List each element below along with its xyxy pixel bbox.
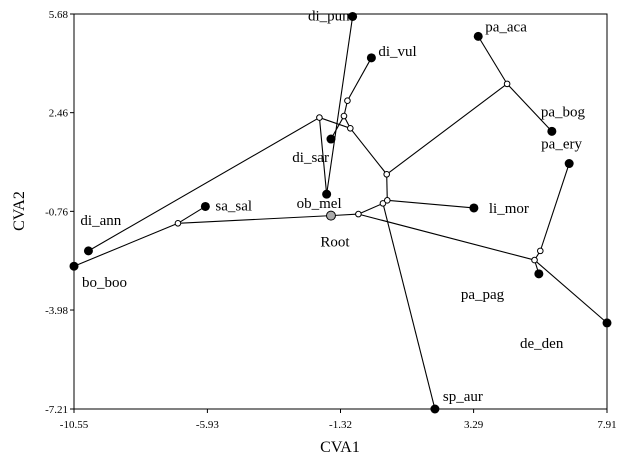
tree-edge xyxy=(318,117,328,195)
internal-nodes xyxy=(174,80,544,264)
tip-point xyxy=(430,404,440,414)
tip-label: di_ann xyxy=(80,213,121,229)
tree-edge xyxy=(382,203,436,410)
tree-edge xyxy=(358,213,535,261)
tip-point xyxy=(322,189,332,199)
tip-label: di_vul xyxy=(378,44,416,60)
tip-point xyxy=(366,53,376,63)
tip-label: ob_mel xyxy=(297,196,342,212)
tip-point xyxy=(469,203,479,213)
tree-edge xyxy=(386,83,508,175)
tip-label: pa_bog xyxy=(541,104,586,120)
tree-edge xyxy=(349,127,388,175)
tip-point xyxy=(200,201,210,211)
internal-node xyxy=(344,97,351,105)
tree-edge xyxy=(73,222,179,267)
tip-label: sa_sal xyxy=(215,198,252,214)
y-tick-label: -0.76 xyxy=(45,206,68,218)
tip-points xyxy=(69,11,612,414)
tree-edge xyxy=(477,36,508,85)
y-tick-label: 2.46 xyxy=(49,108,69,120)
internal-node xyxy=(379,200,387,207)
tree-edge xyxy=(326,16,354,195)
tip-point xyxy=(602,318,612,328)
tree-edge xyxy=(346,57,372,101)
internal-node xyxy=(383,197,391,204)
tree-edge xyxy=(88,117,320,252)
internal-node xyxy=(537,247,544,255)
internal-node xyxy=(340,112,348,120)
tip-point xyxy=(83,246,93,256)
internal-node xyxy=(347,125,354,132)
tip-point xyxy=(534,269,544,279)
x-tick-label: -1.32 xyxy=(329,419,352,431)
plot-frame xyxy=(73,13,608,410)
tip-point xyxy=(473,31,483,41)
tree-edge xyxy=(506,83,553,132)
root-node xyxy=(325,210,336,221)
tip-label: pa_aca xyxy=(485,19,527,35)
tip-point xyxy=(348,11,358,21)
y-tick-label: 5.68 xyxy=(49,9,69,21)
tree-edge xyxy=(534,259,608,324)
tree-edge xyxy=(539,163,570,252)
tree-edge xyxy=(358,202,384,215)
x-tick-label: -10.55 xyxy=(60,419,89,431)
x-axis-title: CVA1 xyxy=(320,439,360,456)
internal-node xyxy=(383,170,390,178)
tree-edge xyxy=(319,117,351,129)
tree-edge xyxy=(387,199,474,209)
tip-point xyxy=(326,134,336,144)
tree-edge xyxy=(177,205,206,224)
tip-point xyxy=(69,261,79,271)
y-tick-label: -7.21 xyxy=(45,404,68,416)
tip-label: de_den xyxy=(520,336,564,352)
x-tick-label: -5.93 xyxy=(196,419,219,431)
tip-point xyxy=(564,159,574,169)
internal-node xyxy=(531,256,538,264)
internal-node xyxy=(316,114,323,121)
x-tick-label: 3.29 xyxy=(464,419,484,431)
tip-label: pa_ery xyxy=(541,137,582,153)
tree-edge xyxy=(386,174,388,201)
tip-labels: di_pun di_vul di_sar ob_mel sa_sal di_ann bo_b… xyxy=(80,8,585,405)
y-axis-title: CVA2 xyxy=(11,191,28,231)
tree-edge xyxy=(177,215,331,224)
axis-ticks: -10.55 -5.93 -1.32 3.29 7.91 -7.21 -3.98 -0.76 2… xyxy=(45,9,617,431)
tip-label: pa_pag xyxy=(461,287,505,303)
root-label: Root xyxy=(320,235,350,251)
tip-label: sp_aur xyxy=(443,389,483,405)
tip-point xyxy=(547,126,557,136)
x-tick-label: 7.91 xyxy=(597,419,616,431)
internal-node xyxy=(355,210,362,218)
internal-node xyxy=(503,80,511,88)
tip-label: li_mor xyxy=(489,201,529,217)
tip-label: di_pun xyxy=(308,8,350,24)
tip-label: bo_boo xyxy=(82,275,127,291)
y-tick-label: -3.98 xyxy=(45,305,68,317)
tip-label: di_sar xyxy=(292,150,329,166)
internal-node xyxy=(174,219,182,227)
